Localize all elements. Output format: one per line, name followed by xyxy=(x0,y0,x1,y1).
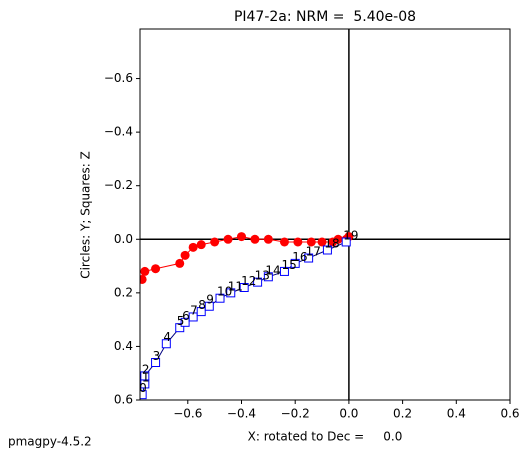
point xyxy=(161,339,171,349)
point xyxy=(317,237,327,247)
y-tick-label: −0.6 xyxy=(104,71,133,85)
point-label: 14 xyxy=(265,263,280,277)
point xyxy=(279,237,289,247)
chart-title: PI47-2a: NRM = 5.40e-08 xyxy=(234,9,416,25)
point xyxy=(293,237,303,247)
point xyxy=(151,357,161,367)
y-tick-label: −0.4 xyxy=(104,125,133,139)
point-label: 6 xyxy=(182,309,190,323)
x-tick-label: 0.2 xyxy=(393,407,412,421)
point xyxy=(304,253,314,263)
y-tick-label: 0.4 xyxy=(114,339,133,353)
y-tick-label: 0.0 xyxy=(114,232,133,246)
y-axis-label: Circles: Y; Squares: Z xyxy=(79,151,93,279)
point-label: 5 xyxy=(177,314,185,328)
y-tick-label: −0.2 xyxy=(104,178,133,192)
point-label: 7 xyxy=(190,303,198,317)
point xyxy=(215,293,225,303)
point-label: 17 xyxy=(306,245,321,259)
point xyxy=(188,312,198,322)
point-label: 2 xyxy=(142,362,150,376)
point xyxy=(140,371,150,381)
point xyxy=(188,242,198,252)
point-label: 10 xyxy=(217,285,232,299)
point-label: 15 xyxy=(281,258,296,272)
x-tick-label: −0.2 xyxy=(281,407,310,421)
point xyxy=(223,234,233,244)
x-tick-label: 0.0 xyxy=(339,407,358,421)
point xyxy=(290,258,300,268)
point-label: 8 xyxy=(198,298,206,312)
point xyxy=(140,266,150,276)
point xyxy=(322,245,332,255)
x-tick-label: 0.6 xyxy=(500,407,519,421)
point-label: 11 xyxy=(228,279,243,293)
axes-frame xyxy=(139,28,511,401)
point xyxy=(239,282,249,292)
point xyxy=(279,266,289,276)
point xyxy=(175,323,185,333)
point xyxy=(236,232,246,242)
y-tick-label: 0.6 xyxy=(114,393,133,407)
point-label: 18 xyxy=(324,236,339,250)
point xyxy=(226,288,236,298)
point xyxy=(341,237,351,247)
point xyxy=(140,274,147,284)
point xyxy=(204,301,214,311)
point xyxy=(263,234,273,244)
x-tick-label: −0.6 xyxy=(173,407,202,421)
point xyxy=(140,390,147,400)
point xyxy=(180,250,190,260)
point xyxy=(175,258,185,268)
point-label: 0 xyxy=(139,381,147,395)
point xyxy=(151,264,161,274)
point-label: 1 xyxy=(142,370,150,384)
point xyxy=(196,240,206,250)
point-label: 19 xyxy=(343,228,358,242)
point xyxy=(250,234,260,244)
point-label: 12 xyxy=(241,274,256,288)
y-tick-label: 0.2 xyxy=(114,285,133,299)
point xyxy=(196,307,206,317)
point xyxy=(263,272,273,282)
point xyxy=(306,237,316,247)
point xyxy=(210,237,220,247)
point xyxy=(253,277,263,287)
point-label: 13 xyxy=(255,269,270,283)
point-label: 9 xyxy=(206,293,214,307)
point xyxy=(180,317,190,327)
point-label: 3 xyxy=(153,349,161,363)
x-tick-label: −0.4 xyxy=(227,407,256,421)
point-label: 4 xyxy=(163,330,171,344)
point xyxy=(333,234,343,244)
point-label: 16 xyxy=(292,250,307,264)
x-tick-label: 0.4 xyxy=(447,407,466,421)
x-axis-label: X: rotated to Dec = 0.0 xyxy=(248,430,403,444)
footer: pmagpy-4.5.2 xyxy=(8,435,92,449)
